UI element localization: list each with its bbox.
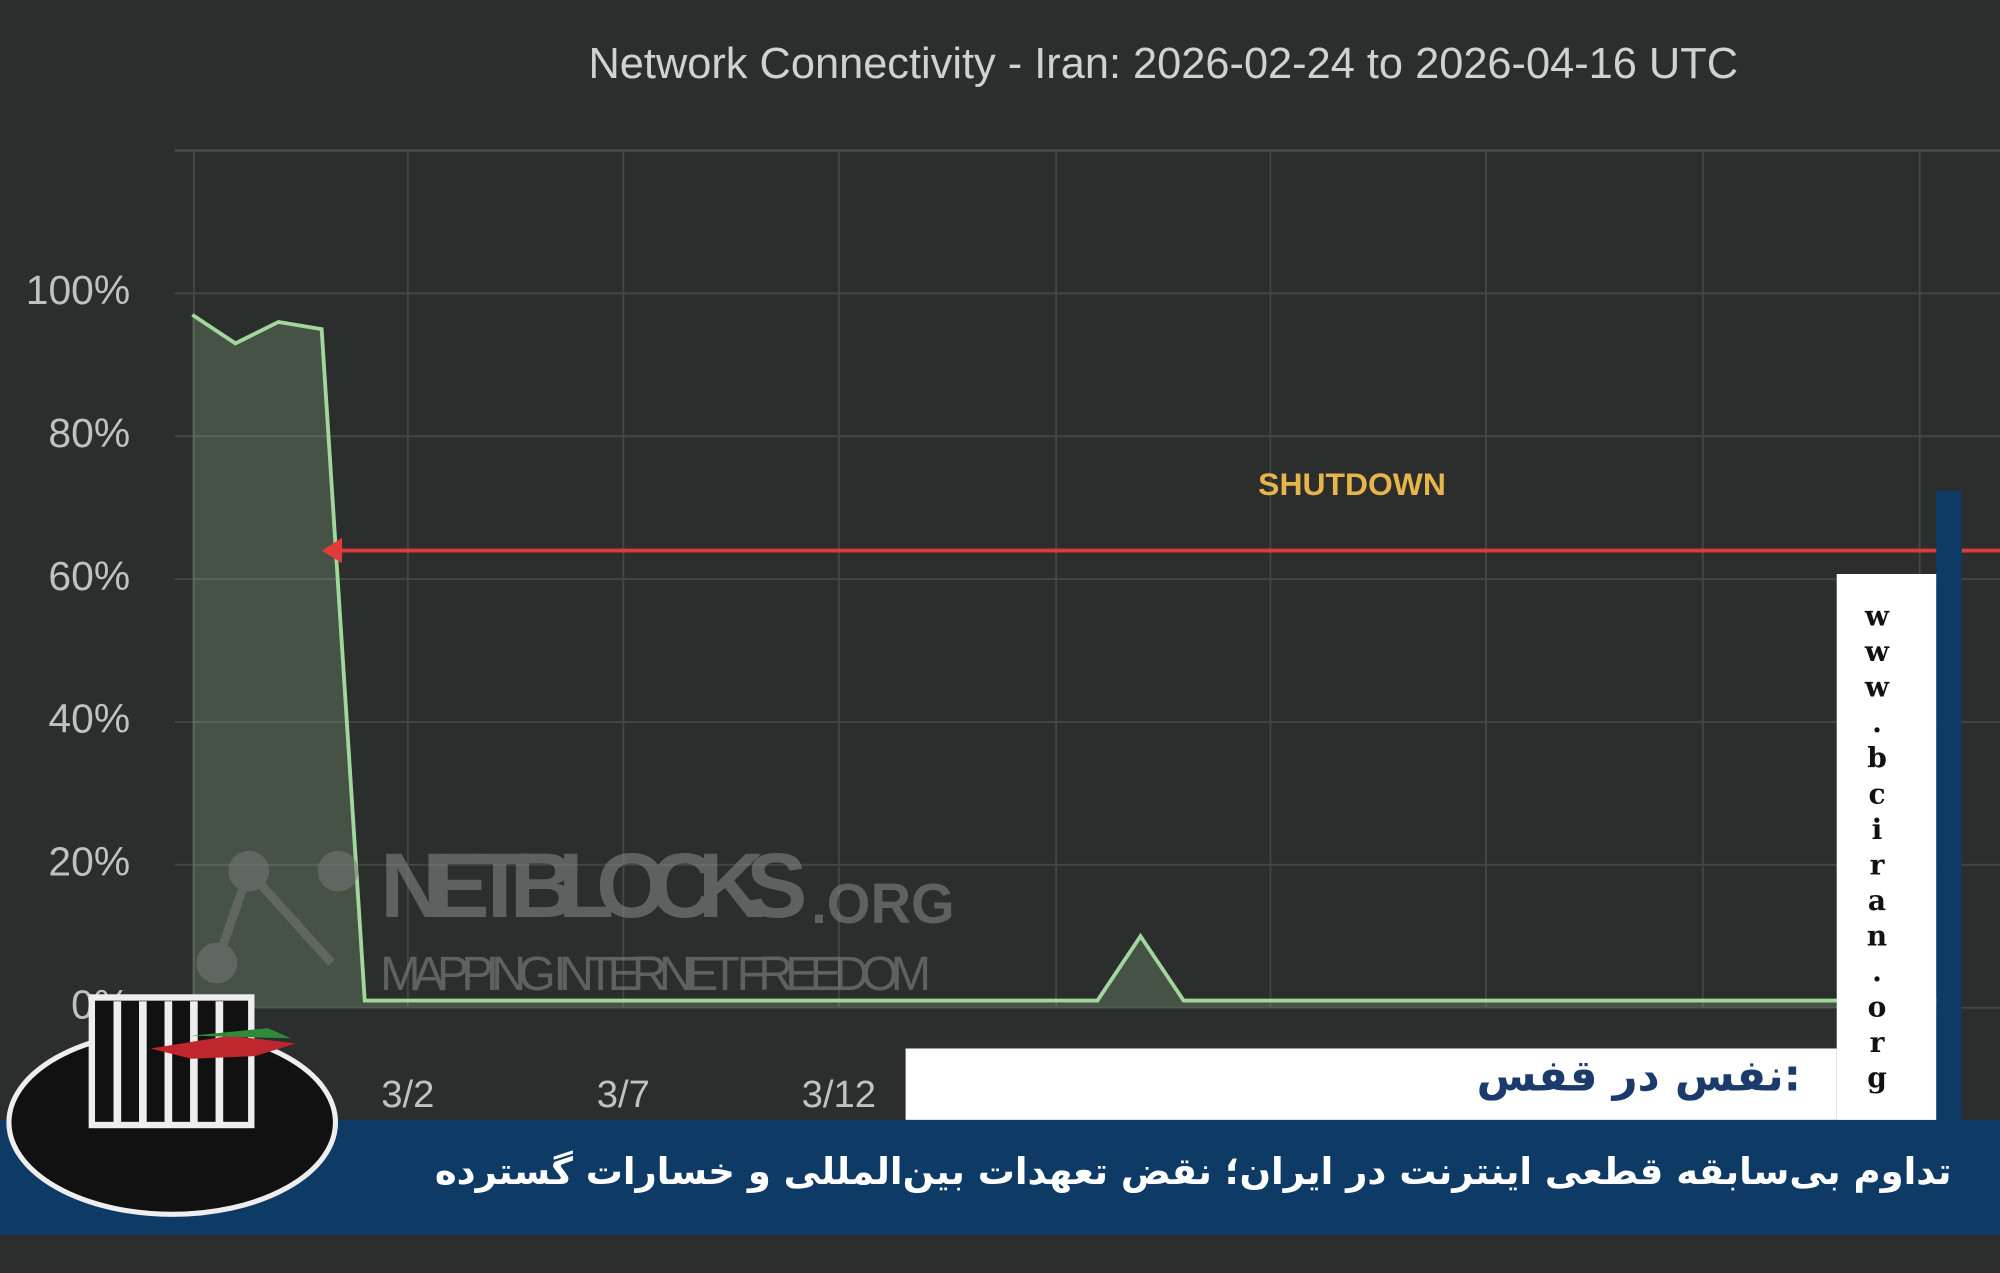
- logo-bird: [150, 1035, 296, 1059]
- x-tick-label: 3/12: [802, 1073, 876, 1116]
- side-url: www.bciran.org: [1861, 600, 1894, 1098]
- y-tick-label: 60%: [48, 553, 130, 599]
- wm-name: NETBLOCKS: [380, 835, 807, 937]
- kicker-box: [905, 1048, 1837, 1120]
- side-strip: [1836, 574, 1937, 1123]
- headline: تداوم بی‌سابقه قطعی اینترنت در ایران؛ نق…: [435, 1150, 1952, 1194]
- chart-title: Network Connectivity - Iran: 2026-02-24 …: [588, 40, 1738, 88]
- wm-edge: [212, 869, 253, 965]
- logo-bars: [113, 1001, 224, 1123]
- y-tick-label: 100%: [26, 267, 130, 313]
- overlay: www.bciran.org نفس در قفس: تداوم بی‌سابق…: [0, 491, 2000, 1235]
- logo-bird-wing: [191, 1028, 291, 1039]
- wm-node: [317, 850, 359, 892]
- wm-tagline: MAPPING INTERNET FREEDOM: [380, 947, 931, 1001]
- y-tick-label: 20%: [48, 839, 130, 885]
- x-tick-label: 3/7: [597, 1073, 650, 1116]
- wm-suffix: .ORG: [811, 872, 954, 935]
- logo: [6, 994, 339, 1217]
- annotation-arrowhead: [321, 537, 343, 564]
- kicker: نفس در قفس:: [1477, 1052, 1801, 1102]
- y-tick-label: 80%: [48, 410, 130, 456]
- wm-edge: [245, 868, 335, 967]
- y-tick-label: 40%: [48, 696, 130, 742]
- x-tick-label: 3/2: [381, 1073, 434, 1116]
- watermark: NETBLOCKS .ORG MAPPING INTERNET FREEDOM: [196, 835, 955, 1001]
- annotation-label: SHUTDOWN: [1258, 466, 1446, 502]
- series-line: [191, 313, 1960, 1003]
- side-bar: [1936, 491, 1962, 1123]
